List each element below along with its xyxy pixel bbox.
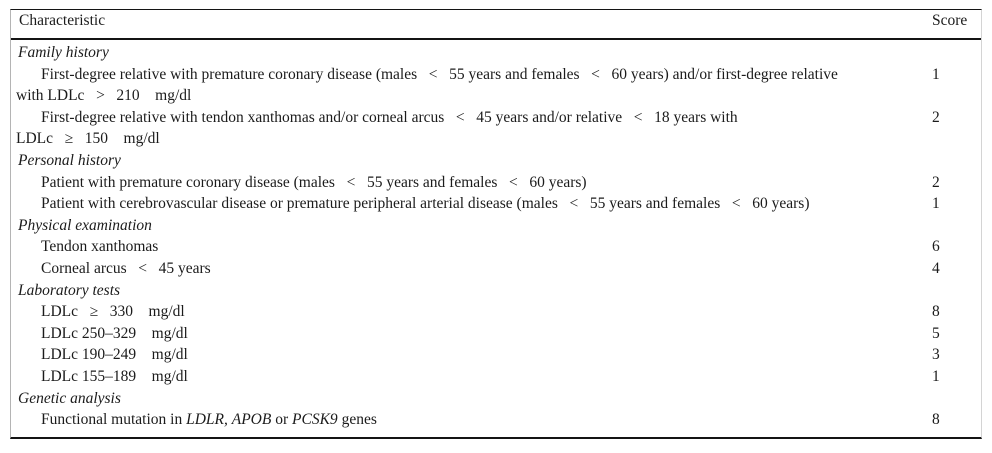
characteristic-cell: LDLc 190–249 mg/dl (41, 346, 188, 364)
section-title: Laboratory tests (18, 281, 121, 299)
section-row: Genetic analysis (11, 388, 981, 410)
table-row: First-degree relative with premature cor… (11, 64, 981, 107)
characteristic-cell: First-degree relative with premature cor… (16, 65, 838, 105)
section-title: Genetic analysis (18, 389, 121, 407)
characteristic-cell: LDLc 155–189 mg/dl (41, 367, 188, 385)
characteristic-cell: Functional mutation in LDLR, APOB or PCS… (11, 409, 929, 431)
characteristic-cell: Patient with cerebrovascular disease or … (41, 195, 810, 213)
text-segment: or (271, 411, 293, 429)
characteristic-cell: Corneal arcus < 45 years (41, 259, 211, 277)
section-row: Personal history (11, 150, 981, 172)
score-cell: 3 (932, 346, 940, 364)
table-row: LDLc 190–249 mg/dl 3 (11, 344, 981, 366)
characteristic-cell: First-degree relative with tendon xantho… (16, 108, 738, 148)
table-row: Patient with cerebrovascular disease or … (11, 193, 981, 215)
table-row: LDLc 155–189 mg/dl 1 (11, 366, 981, 388)
table-row: Corneal arcus < 45 years 4 (11, 258, 981, 280)
score-cell: 8 (932, 411, 940, 429)
score-cell: 1 (932, 367, 940, 385)
score-cell: 2 (932, 108, 940, 126)
gene-name: APOB (231, 411, 272, 429)
section-row: Physical examination (11, 215, 981, 237)
table-row: Functional mutation in LDLR, APOB or PCS… (11, 409, 981, 431)
text-segment: genes (337, 411, 377, 429)
table-body: Family history First-degree relative with… (11, 40, 981, 437)
section-title: Physical examination (18, 216, 152, 234)
table-row: First-degree relative with tendon xantho… (11, 107, 981, 150)
table-header-row: Characteristic Score (11, 10, 981, 40)
table-row: LDLc 250–329 mg/dl 5 (11, 323, 981, 345)
gene-name: LDLR, (186, 411, 228, 429)
table-row: Tendon xanthomas 6 (11, 236, 981, 258)
score-cell: 1 (932, 195, 940, 213)
section-title: Personal history (18, 151, 121, 169)
score-cell: 4 (932, 259, 940, 277)
characteristic-cell: Patient with premature coronary disease … (41, 173, 587, 191)
text-segment: Functional mutation in (41, 411, 187, 429)
score-cell: 1 (932, 65, 940, 83)
column-header-score: Score (932, 12, 968, 29)
characteristic-cell: LDLc ≥ 330 mg/dl (41, 303, 185, 321)
score-cell: 6 (932, 238, 940, 256)
section-row: Family history (11, 42, 981, 64)
section-row: Laboratory tests (11, 280, 981, 302)
score-cell: 2 (932, 173, 940, 191)
table-row: Patient with premature coronary disease … (11, 172, 981, 194)
section-title: Family history (18, 44, 109, 61)
table-row: LDLc ≥ 330 mg/dl 8 (11, 301, 981, 323)
score-cell: 5 (932, 324, 940, 342)
characteristic-cell: Tendon xanthomas (41, 238, 159, 256)
score-cell: 8 (932, 303, 940, 321)
characteristic-cell: LDLc 250–329 mg/dl (41, 324, 188, 342)
column-header-characteristic: Characteristic (19, 12, 106, 29)
dlcn-criteria-table: Characteristic Score Family history First… (10, 9, 982, 439)
gene-name: PCSK9 (292, 411, 338, 429)
